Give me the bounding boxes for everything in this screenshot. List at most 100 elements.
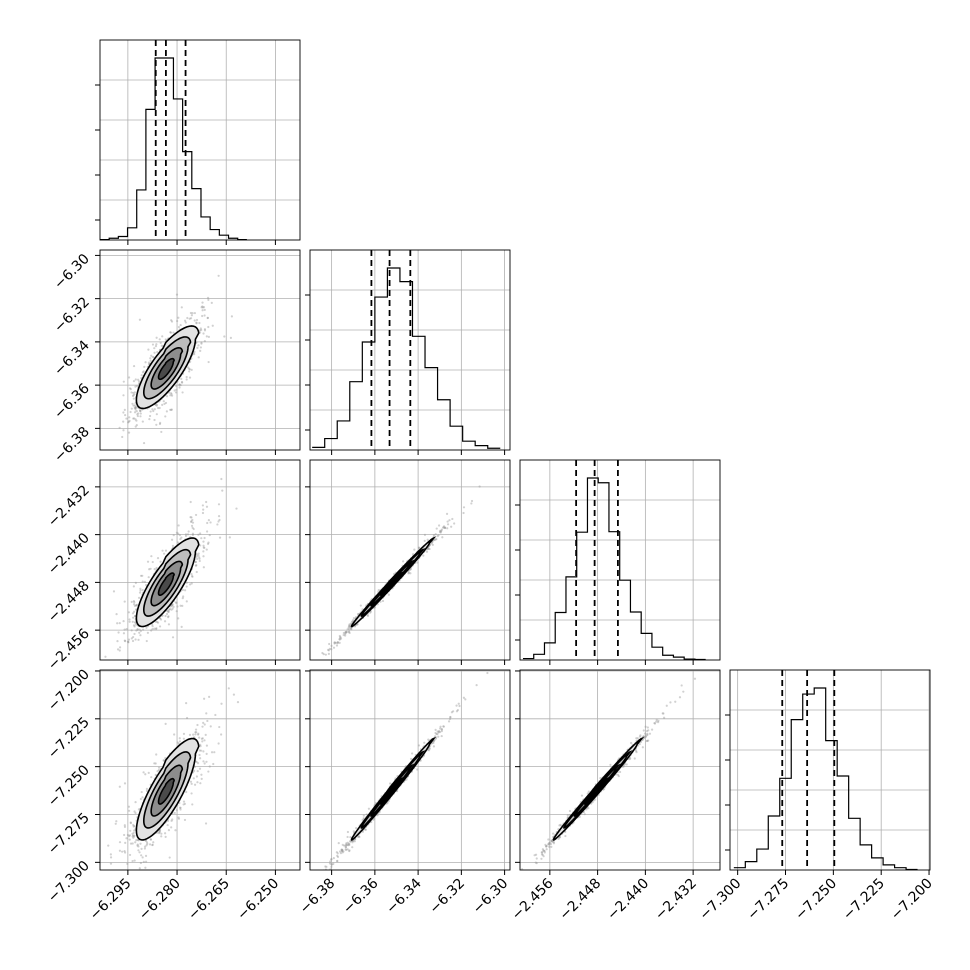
sample-point: [220, 702, 223, 705]
sample-point: [164, 757, 167, 760]
sample-point: [170, 319, 173, 322]
sample-point: [190, 314, 193, 317]
sample-point: [200, 777, 203, 780]
sample-point: [206, 521, 209, 525]
sample-point: [137, 845, 140, 848]
sample-point: [116, 648, 120, 651]
sample-point: [133, 411, 137, 414]
grid-lines: [100, 40, 300, 240]
sample-point: [197, 552, 200, 555]
sample-point: [142, 441, 146, 445]
sample-point: [141, 588, 144, 592]
sample-point: [121, 435, 124, 439]
sample-point: [129, 821, 132, 825]
sample-point: [206, 296, 210, 299]
sample-point: [127, 421, 130, 424]
sample-point: [107, 844, 110, 847]
sample-point: [348, 627, 351, 631]
y-tick-label: −6.34: [51, 337, 93, 379]
sample-point: [190, 520, 193, 524]
sample-point: [185, 600, 188, 603]
sample-point: [106, 691, 108, 693]
sample-point: [442, 526, 445, 529]
sample-point: [180, 377, 183, 380]
sample-point: [130, 629, 133, 632]
sample-point: [443, 526, 447, 529]
sample-point: [133, 625, 136, 628]
sample-point: [135, 604, 138, 607]
sample-point: [123, 628, 126, 631]
sample-point: [139, 842, 142, 845]
sample-point: [198, 749, 201, 752]
sample-point: [214, 713, 217, 717]
sample-point: [127, 376, 131, 379]
sample-point: [430, 542, 433, 545]
sample-point: [180, 381, 184, 384]
sample-point: [139, 412, 142, 415]
sample-point: [185, 378, 188, 381]
sample-point: [189, 317, 193, 320]
sample-point: [197, 732, 200, 735]
sample-point: [175, 809, 178, 812]
sample-point: [144, 860, 148, 863]
sample-point: [217, 515, 221, 518]
sample-point: [191, 521, 195, 524]
sample-point: [478, 485, 481, 488]
sample-point: [151, 560, 154, 564]
sample-point: [442, 525, 446, 528]
sample-point: [131, 612, 135, 615]
sample-point: [144, 866, 147, 869]
sample-point: [186, 533, 190, 536]
sample-point: [218, 725, 221, 729]
sample-point: [190, 582, 193, 585]
sample-point: [348, 624, 351, 627]
sample-point: [132, 624, 136, 627]
sample-point: [131, 639, 135, 643]
sample-point: [203, 762, 206, 765]
sample-point: [145, 639, 148, 643]
sample-point: [193, 350, 196, 353]
sample-point: [168, 856, 171, 859]
sample-point: [177, 316, 180, 319]
sample-point: [183, 319, 187, 322]
sample-point: [448, 519, 451, 522]
sample-point: [148, 414, 152, 418]
sample-point: [195, 318, 199, 322]
sample-point: [122, 429, 125, 432]
sample-point: [151, 843, 154, 847]
sample-point: [137, 596, 141, 599]
sample-point: [127, 641, 130, 644]
sample-point: [205, 744, 209, 747]
sample-point: [305, 676, 307, 678]
sample-point: [228, 536, 231, 539]
sample-point: [175, 610, 178, 613]
sample-point: [423, 533, 427, 537]
sample-point: [205, 505, 209, 508]
sample-point: [176, 741, 179, 744]
sample-point: [186, 316, 189, 320]
sample-point: [135, 423, 138, 427]
panel-0-2: [100, 477, 238, 693]
sample-point: [104, 655, 107, 658]
sample-point: [143, 580, 147, 583]
sample-point: [177, 817, 181, 820]
sample-point: [172, 605, 175, 608]
sample-point: [200, 773, 203, 776]
sample-point: [202, 566, 205, 569]
sample-point: [130, 600, 133, 603]
sample-point: [438, 529, 442, 532]
sample-point: [133, 610, 136, 613]
contour-line: [150, 560, 184, 607]
contour-line: [135, 737, 200, 841]
sample-point: [141, 856, 144, 859]
sample-point: [202, 721, 205, 724]
sample-point: [123, 824, 126, 827]
sample-point: [333, 642, 336, 645]
sample-point: [151, 628, 154, 631]
sample-point: [181, 597, 184, 600]
sample-point: [128, 387, 132, 390]
sample-point: [156, 770, 159, 773]
sample-point: [193, 311, 196, 315]
sample-point: [114, 822, 117, 825]
